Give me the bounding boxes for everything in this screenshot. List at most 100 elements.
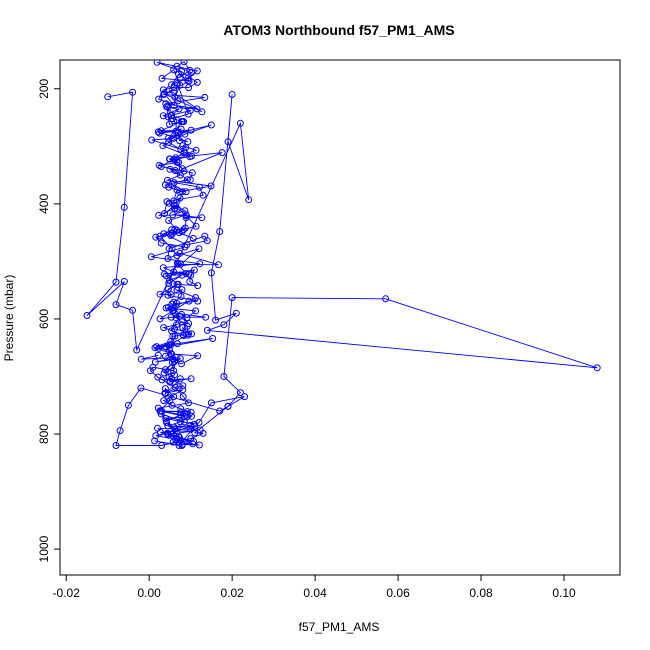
data-point	[174, 280, 182, 288]
data-point	[199, 429, 207, 437]
y-axis-label: Pressure (mbar)	[2, 275, 16, 362]
data-point	[186, 107, 194, 115]
data-point	[212, 316, 220, 324]
data-point	[232, 309, 240, 317]
data-point	[165, 199, 173, 207]
data-point	[163, 176, 171, 184]
data-point	[166, 397, 174, 405]
data-point	[168, 230, 176, 238]
data-point	[169, 355, 177, 363]
chart-title: ATOM3 Northbound f57_PM1_AMS	[223, 22, 454, 38]
data-point	[188, 412, 195, 420]
data-point	[179, 142, 187, 150]
data-point	[151, 437, 159, 445]
data-point	[154, 424, 161, 432]
data-point	[177, 293, 185, 300]
data-point	[192, 307, 200, 315]
data-point	[154, 351, 162, 359]
data-point	[162, 417, 170, 425]
y-tick-label: 800	[37, 424, 51, 444]
data-point	[176, 312, 184, 320]
data-point	[161, 352, 169, 360]
x-tick-label: 0.02	[220, 586, 244, 600]
series-line-3	[86, 91, 598, 446]
data-point	[173, 299, 181, 307]
data-point	[159, 86, 167, 94]
data-point	[207, 182, 215, 190]
data-point	[165, 138, 173, 146]
data-point	[382, 295, 390, 303]
data-point	[241, 393, 249, 401]
data-point	[183, 241, 191, 249]
data-point	[224, 138, 232, 146]
data-point	[198, 108, 206, 116]
data-point	[224, 402, 232, 410]
data-point	[157, 239, 165, 247]
data-point	[159, 112, 167, 120]
data-point	[179, 324, 187, 332]
data-point	[178, 228, 186, 235]
data-point	[162, 100, 170, 108]
data-point	[187, 126, 195, 134]
data-point	[165, 183, 173, 191]
data-point	[163, 198, 171, 206]
data-point	[177, 260, 185, 268]
data-point	[187, 421, 195, 429]
y-tick-label: 400	[37, 194, 51, 214]
data-point	[183, 176, 191, 184]
data-point	[170, 84, 178, 92]
data-point	[160, 324, 168, 332]
data-point	[185, 297, 193, 305]
data-point	[156, 290, 164, 298]
data-point	[170, 179, 178, 187]
data-point	[180, 167, 188, 175]
data-point	[180, 332, 188, 340]
data-point	[178, 188, 186, 196]
data-point	[209, 335, 217, 342]
data-point	[215, 261, 222, 269]
data-point	[152, 233, 160, 241]
data-point	[202, 313, 210, 321]
data-point	[185, 270, 193, 278]
data-point	[180, 226, 188, 234]
data-point	[166, 346, 173, 354]
data-point	[163, 429, 171, 437]
data-point	[179, 393, 187, 401]
data-point	[168, 375, 176, 383]
data-point	[156, 232, 164, 240]
x-tick-label: 0.08	[469, 586, 493, 600]
data-point	[164, 368, 172, 376]
data-point	[166, 120, 173, 128]
data-point	[201, 232, 209, 240]
data-point	[193, 105, 201, 113]
data-point	[179, 382, 187, 390]
data-point	[151, 344, 159, 352]
data-point	[192, 146, 200, 154]
data-point	[236, 389, 244, 397]
data-point	[120, 278, 128, 285]
data-point	[160, 230, 168, 238]
data-point	[228, 91, 236, 98]
x-tick-label: 0.10	[552, 586, 576, 600]
data-point	[178, 440, 186, 448]
data-point	[129, 88, 137, 96]
data-point	[161, 385, 169, 393]
data-point	[194, 282, 202, 290]
data-point	[174, 129, 182, 136]
data-point	[158, 376, 166, 384]
data-point	[207, 269, 215, 277]
data-point	[137, 384, 145, 392]
data-point	[182, 211, 190, 219]
data-point	[175, 432, 183, 440]
data-point	[159, 264, 167, 272]
data-point	[124, 401, 132, 409]
data-point	[155, 344, 163, 352]
data-point	[162, 272, 170, 280]
data-point	[188, 169, 196, 177]
x-tick-label: 0.04	[303, 586, 327, 600]
x-axis: -0.02 0.00 0.02 0.04 0.06 0.08 0.10	[53, 575, 576, 600]
data-point	[116, 427, 124, 435]
data-point	[171, 325, 178, 333]
data-point	[203, 326, 211, 334]
data-point	[173, 226, 181, 234]
